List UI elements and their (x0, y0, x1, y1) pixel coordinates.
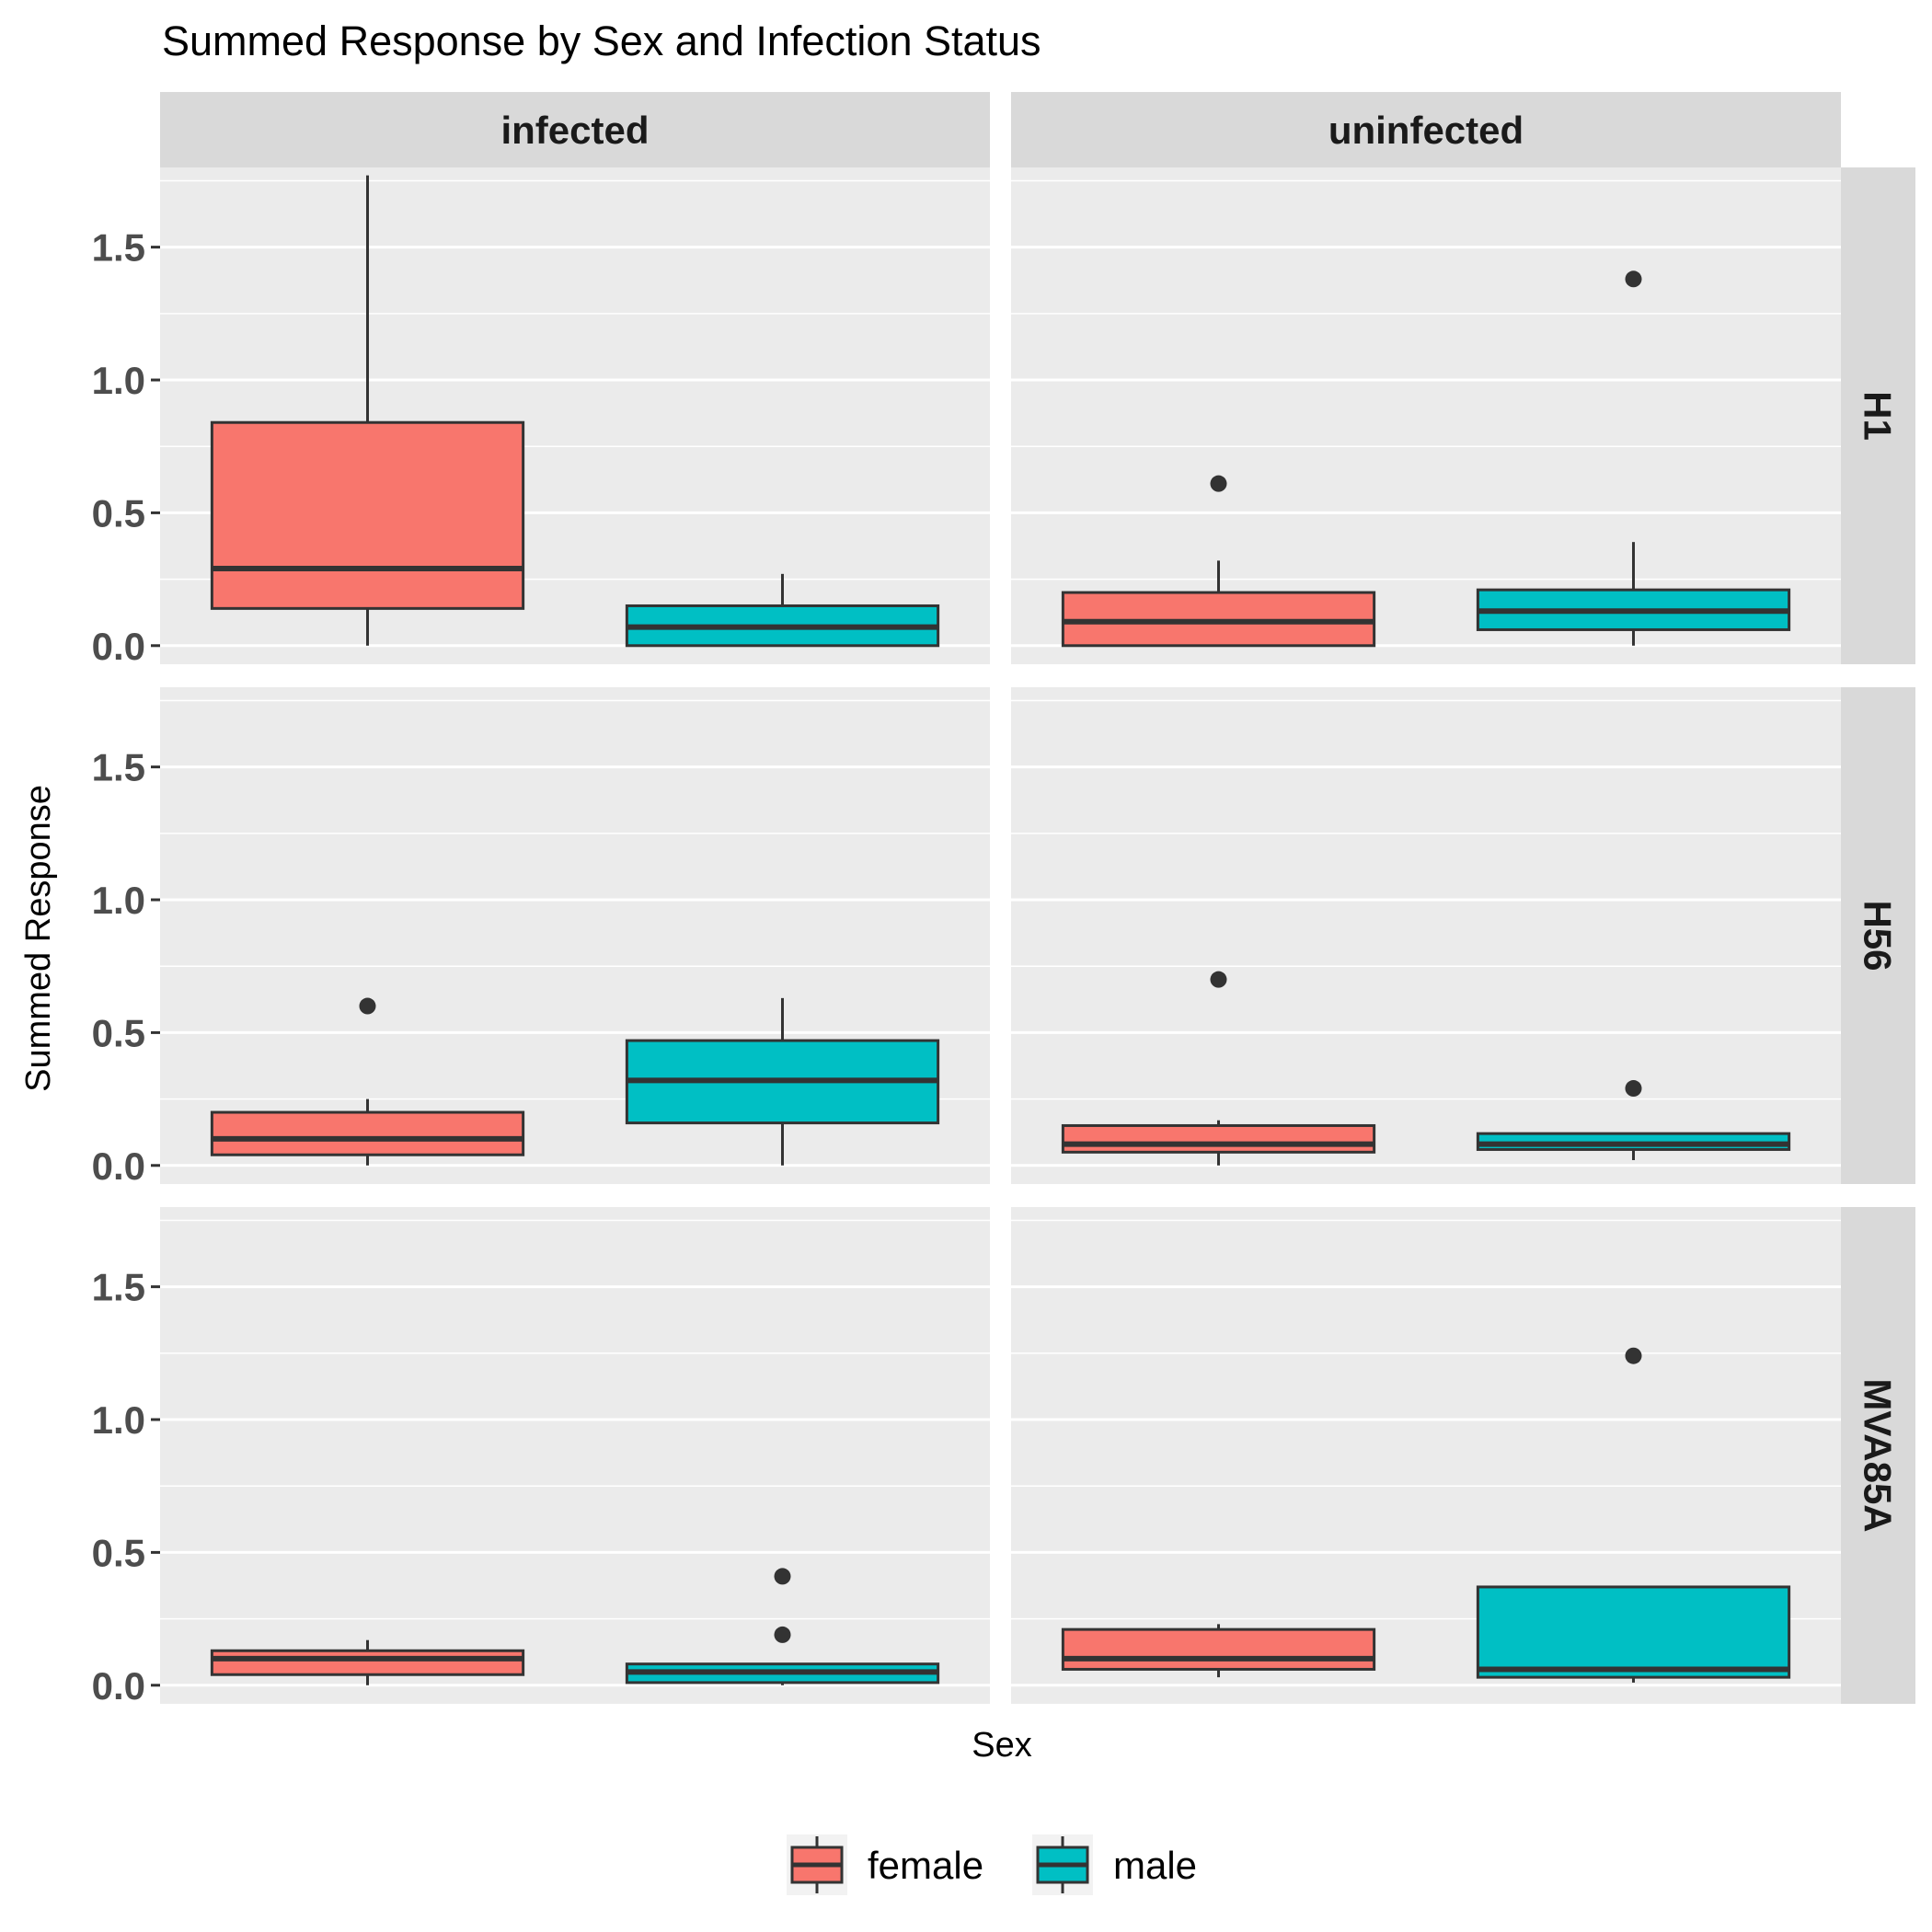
y-tick-label: 0.0 (92, 625, 145, 668)
strip-infected (160, 92, 990, 167)
legend-item-male: male (1032, 1834, 1197, 1895)
box-iqr (1061, 1627, 1376, 1671)
outlier-point (774, 1626, 791, 1643)
box-female (1061, 971, 1376, 1166)
strip-mva85a (1841, 1207, 1915, 1704)
box-iqr (210, 1110, 525, 1156)
strip-uninfected (1011, 92, 1841, 167)
y-tick-label: 1.0 (92, 879, 145, 922)
outlier-point (1625, 1347, 1642, 1364)
y-tick-label: 0.0 (92, 1144, 145, 1188)
box-female (1061, 475, 1376, 648)
box-female (210, 175, 525, 646)
y-tick-label: 0.5 (92, 491, 145, 535)
y-axis-title: Summed Response (19, 785, 58, 1092)
y-tick-label: 1.5 (92, 226, 145, 270)
box-male (1476, 1080, 1791, 1161)
box-male (625, 1568, 940, 1685)
strip-label-h1: H1 (1857, 391, 1900, 441)
legend-item-female: female (787, 1834, 983, 1895)
box-iqr (210, 1649, 525, 1676)
y-tick-label: 0.5 (92, 1011, 145, 1054)
strip-h56 (1841, 687, 1915, 1184)
y-tick-label: 1.5 (92, 746, 145, 789)
panel-background (1011, 167, 1841, 664)
box-iqr (1476, 1585, 1791, 1679)
outlier-point (1210, 971, 1227, 988)
box-female (1061, 1624, 1376, 1678)
y-axis-layer: 0.0 0.5 1.0 1.5 0.0 0.5 1.0 1.5 0.0 0.5 1.0 1.5 (92, 226, 160, 1708)
panel-background (1011, 687, 1841, 1184)
y-tick-label: 0.5 (92, 1531, 145, 1574)
panel-h1-uninfected (1011, 167, 1841, 664)
strip-label-uninfected: uninfected (1328, 109, 1524, 152)
legend: female male (787, 1834, 1197, 1895)
box-female (210, 997, 525, 1166)
strip-label-mva85a: MVA85A (1857, 1378, 1900, 1532)
box-male (1476, 270, 1791, 646)
panel-background (160, 1207, 990, 1704)
y-tick-label: 0.0 (92, 1664, 145, 1708)
strip-label-h56: H56 (1857, 900, 1900, 971)
box-female (210, 1639, 525, 1685)
strip-label-infected: infected (500, 109, 649, 152)
strips-layer: infected uninfected H1 H56 MVA85A (160, 92, 1915, 1704)
panel-mva85a-uninfected (1011, 1207, 1841, 1704)
legend-label-male: male (1113, 1844, 1197, 1887)
strip-h1 (1841, 167, 1915, 664)
panel-h56-uninfected (1011, 687, 1841, 1184)
outlier-point (1210, 475, 1227, 492)
box-male (1476, 1347, 1791, 1683)
box-iqr (210, 420, 525, 610)
outlier-point (359, 997, 376, 1015)
panel-h1-infected (160, 167, 990, 664)
box-male (625, 573, 940, 648)
panel-mva85a-infected (160, 1207, 990, 1704)
panels-layer (160, 167, 1841, 1704)
outlier-point (774, 1568, 791, 1585)
panel-h56-infected (160, 687, 990, 1184)
outlier-point (1625, 270, 1642, 288)
legend-label-female: female (868, 1844, 983, 1887)
y-tick-label: 1.0 (92, 1398, 145, 1442)
y-tick-label: 1.0 (92, 359, 145, 402)
box-male (625, 997, 940, 1166)
box-iqr (1061, 1123, 1376, 1154)
x-axis-title: Sex (972, 1726, 1031, 1765)
outlier-point (1625, 1080, 1642, 1098)
chart-title: Summed Response by Sex and Infection Sta… (162, 17, 1041, 64)
y-tick-label: 1.5 (92, 1266, 145, 1309)
